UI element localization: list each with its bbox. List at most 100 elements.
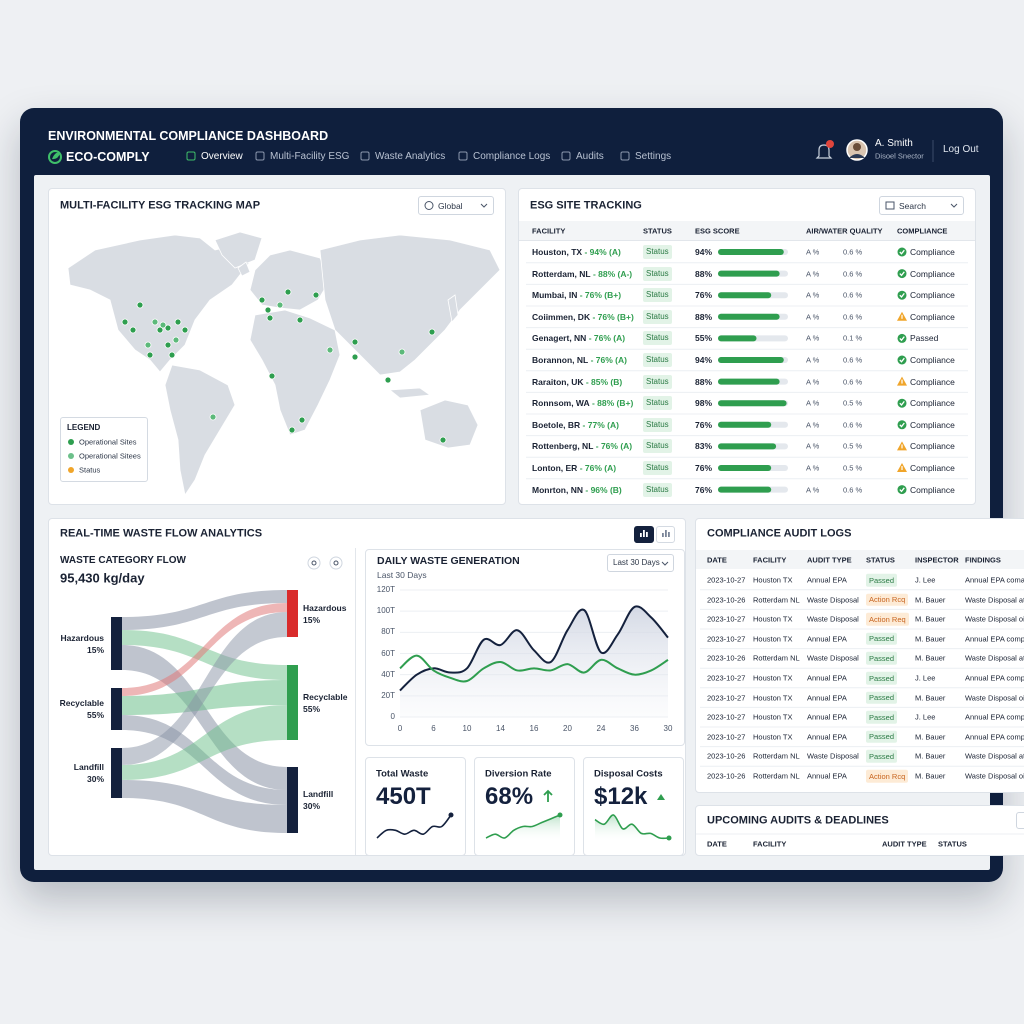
chart-subtitle: Last 30 Days [377, 569, 427, 580]
nav-item[interactable]: Multi-Facility ESG [270, 151, 350, 162]
panel-title: MULTI-FACILITY ESG TRACKING MAP [60, 199, 261, 212]
rating: - 76% (A) [590, 354, 627, 365]
table-cell: Annual EPA [807, 771, 847, 781]
status-pill: Status [643, 374, 672, 389]
score: 76% [695, 289, 713, 300]
column-header: COMPLIANCE [897, 226, 948, 236]
nav-item[interactable]: Audits [576, 151, 604, 162]
column-header: ESG SCORE [695, 226, 740, 236]
facility-cell: Rotterdam, NL - 88% (A-) [532, 269, 632, 278]
compliance: Compliance [910, 376, 955, 387]
nav-item[interactable]: Compliance Logs [473, 151, 551, 162]
y-tick-label: 80T [381, 627, 395, 637]
facility-cell: Ronnsom, WA - 88% (B+) [532, 399, 633, 408]
facility: Houston, TX [532, 246, 583, 257]
table-cell: Annual EPA [807, 634, 847, 644]
flow-share: 15% [86, 644, 104, 655]
panel [695, 805, 1024, 856]
flow-source: Landfill [73, 761, 104, 772]
nav-item[interactable]: Overview [201, 151, 243, 162]
table-cell: Houston TX [753, 575, 793, 585]
range-dropdown[interactable] [607, 554, 674, 572]
sankey-card [49, 548, 356, 855]
rating: - 94% (A) [584, 246, 621, 257]
score: 76% [695, 419, 713, 430]
rating: - 76% (A) [579, 462, 617, 473]
table-cell: Annual EPA coma [965, 575, 1024, 585]
x-tick-label: 14 [496, 724, 505, 733]
kpi-label: Diversion Rate [485, 768, 552, 780]
facility-cell: Borannon, NL - 76% (A) [532, 356, 627, 365]
water-quality: 0.6 % [843, 290, 863, 300]
card-title: WASTE CATEGORY FLOW [60, 555, 186, 566]
rating: - 76% (B+) [579, 289, 622, 300]
nav-item[interactable]: Waste Analytics [375, 151, 446, 162]
dropdown[interactable] [1016, 812, 1024, 829]
facility-cell: Lonton, ER - 76% (A) [532, 464, 616, 473]
facility-cell: Rottenberg, NL - 76% (A) [532, 442, 632, 451]
app-title: ENVIRONMENTAL COMPLIANCE DASHBOARD [48, 128, 329, 143]
search-box[interactable] [879, 196, 964, 215]
status-pill: Status [643, 482, 672, 497]
status-pill: Action Rcq [866, 593, 909, 606]
water-quality: 0.6 % [843, 355, 863, 365]
logout[interactable]: Log Out [943, 144, 979, 155]
x-tick-label: 30 [663, 724, 673, 733]
table-cell: Annual EPA comp [965, 712, 1024, 722]
column-header: STATUS [643, 226, 672, 236]
flow-share: 30% [303, 800, 321, 811]
facility-cell: Monrton, NN - 96% (B) [532, 485, 622, 494]
status-pill: Status [643, 417, 672, 432]
status-pill: Status [643, 266, 672, 281]
table-cell: Rotterdam NL [753, 771, 800, 781]
score: 88% [695, 376, 713, 387]
table-cell: Houston TX [753, 732, 793, 742]
water-quality: 0.1 % [843, 333, 863, 343]
status-pill: Passed [866, 671, 898, 685]
air-quality: A % [806, 376, 820, 386]
status-pill: Passed [866, 691, 898, 704]
table-cell: Houston TX [753, 673, 793, 683]
status-pill: Passed [866, 710, 898, 724]
panel-title: ESG SITE TRACKING [530, 199, 642, 212]
table-cell: Annual EPA [807, 732, 847, 742]
status-pill: Status [643, 331, 672, 346]
facility: Rotterdam, NL [532, 268, 591, 279]
table-cell: Houston TX [753, 712, 793, 722]
table-cell: 2023-10-27 [707, 712, 746, 722]
flow-share: 15% [303, 614, 321, 625]
kpi-value: $12k [594, 783, 648, 810]
air-quality: A % [806, 333, 820, 343]
range-label: Last 30 Days [613, 558, 660, 567]
x-tick-label: 6 [431, 724, 436, 733]
x-tick-label: 24 [596, 724, 606, 733]
air-quality: A % [806, 484, 820, 494]
panel-title: UPCOMING AUDITS & DEADLINES [707, 814, 889, 827]
water-quality: 0.6 % [843, 312, 863, 322]
table-cell: Annual EPA [807, 692, 847, 702]
compliance: Compliance [910, 462, 955, 473]
toggle-active[interactable] [634, 526, 654, 543]
kpi-value: 450T [376, 783, 431, 810]
nav-item[interactable]: Settings [635, 151, 672, 162]
panel-title: REAL-TIME WASTE FLOW ANALYTICS [60, 527, 263, 540]
user-role: Disoel Snector [875, 151, 924, 161]
table-cell: Annual EPA [807, 712, 847, 722]
water-quality: 0.6 % [843, 247, 863, 257]
chart-title: DAILY WASTE GENERATION [377, 554, 520, 567]
facility: Boetole, BR [532, 419, 581, 430]
table-cell: Waste Disposal at [965, 653, 1024, 663]
dropdown[interactable] [418, 196, 494, 215]
status-pill: Status [643, 353, 672, 367]
air-quality: A % [806, 268, 820, 278]
table-cell: Houston TX [753, 614, 793, 624]
table-cell: Annual EPA [807, 575, 847, 585]
rating: - 77% (A) [582, 419, 619, 430]
toggle[interactable] [656, 526, 675, 543]
facility-cell: Mumbai, IN - 76% (B+) [532, 291, 621, 300]
air-quality: A % [806, 463, 820, 473]
air-quality: A % [806, 355, 820, 365]
rating: - 96% (B) [585, 484, 622, 495]
facility-cell: Genagert, NN - 76% (A) [532, 334, 625, 343]
compliance: Passed [910, 333, 939, 344]
